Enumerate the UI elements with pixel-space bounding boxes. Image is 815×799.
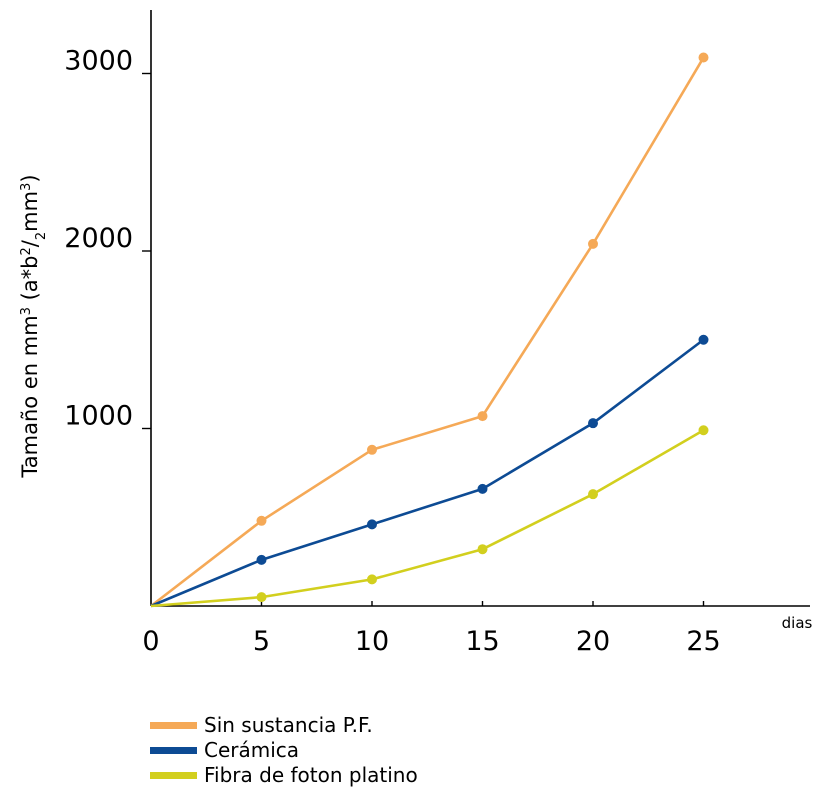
y-axis-ticks: 1000 2000 3000 (64, 46, 151, 432)
y-axis-title-part: 2 (34, 232, 49, 240)
x-axis-title: dias (782, 614, 813, 632)
data-point (367, 444, 377, 455)
legend-label: Cerámica (204, 738, 300, 762)
x-axis-ticks: 0 5 10 15 20 25 (142, 601, 721, 657)
legend-label: Sin sustancia P.F. (204, 713, 373, 737)
data-point (698, 334, 709, 345)
legend-item: Fibra de foton platino (150, 763, 418, 788)
data-point (698, 52, 709, 63)
legend-swatch (150, 747, 197, 754)
data-point (588, 418, 598, 429)
y-tick-label: 3000 (64, 46, 133, 77)
x-tick-label: 25 (686, 626, 720, 657)
y-axis-title-part: 3 (19, 183, 34, 191)
legend-item: Cerámica (150, 738, 418, 763)
y-axis-title-part: Tamaño en mm (18, 315, 42, 478)
series-line (150, 429, 705, 608)
series-line (150, 56, 705, 608)
y-axis-title-part: mm (18, 191, 42, 232)
data-point (256, 592, 267, 603)
line-chart: 0 5 10 15 20 25 1000 2000 3000 dias Tamaño en m… (18, 10, 813, 657)
y-axis-title-part: (a*b (18, 255, 42, 307)
data-point (367, 519, 377, 530)
x-tick-label: 10 (355, 626, 389, 657)
data-point (477, 411, 488, 422)
legend-item: Sin sustancia P.F. (150, 713, 418, 738)
data-point (588, 489, 598, 500)
data-point (256, 554, 267, 565)
y-axis-title-part: ) (18, 174, 42, 182)
data-point (477, 544, 488, 555)
series-lines (150, 56, 705, 608)
data-point (256, 515, 267, 526)
data-point (477, 483, 488, 494)
axes (150, 10, 810, 607)
legend-swatch (150, 772, 197, 779)
series-line (150, 338, 705, 608)
series-points (256, 52, 709, 603)
y-axis-title-part: 3 (19, 307, 34, 315)
y-tick-label: 2000 (64, 223, 133, 254)
y-axis-title-part: / (18, 239, 42, 247)
y-tick-label: 1000 (64, 401, 133, 432)
data-point (698, 425, 709, 436)
x-tick-label: 0 (142, 626, 159, 657)
x-tick-label: 15 (465, 626, 499, 657)
y-axis-title: Tamaño en mm3 (a*b2/2mm3) (18, 174, 49, 478)
x-tick-label: 20 (576, 626, 610, 657)
x-tick-label: 5 (253, 626, 270, 657)
data-point (367, 574, 377, 585)
legend: Sin sustancia P.F. Cerámica Fibra de foton… (150, 713, 418, 788)
data-point (588, 238, 598, 249)
y-axis-title-part: 2 (19, 247, 34, 255)
legend-swatch (150, 722, 197, 729)
legend-label: Fibra de foton platino (204, 763, 418, 787)
